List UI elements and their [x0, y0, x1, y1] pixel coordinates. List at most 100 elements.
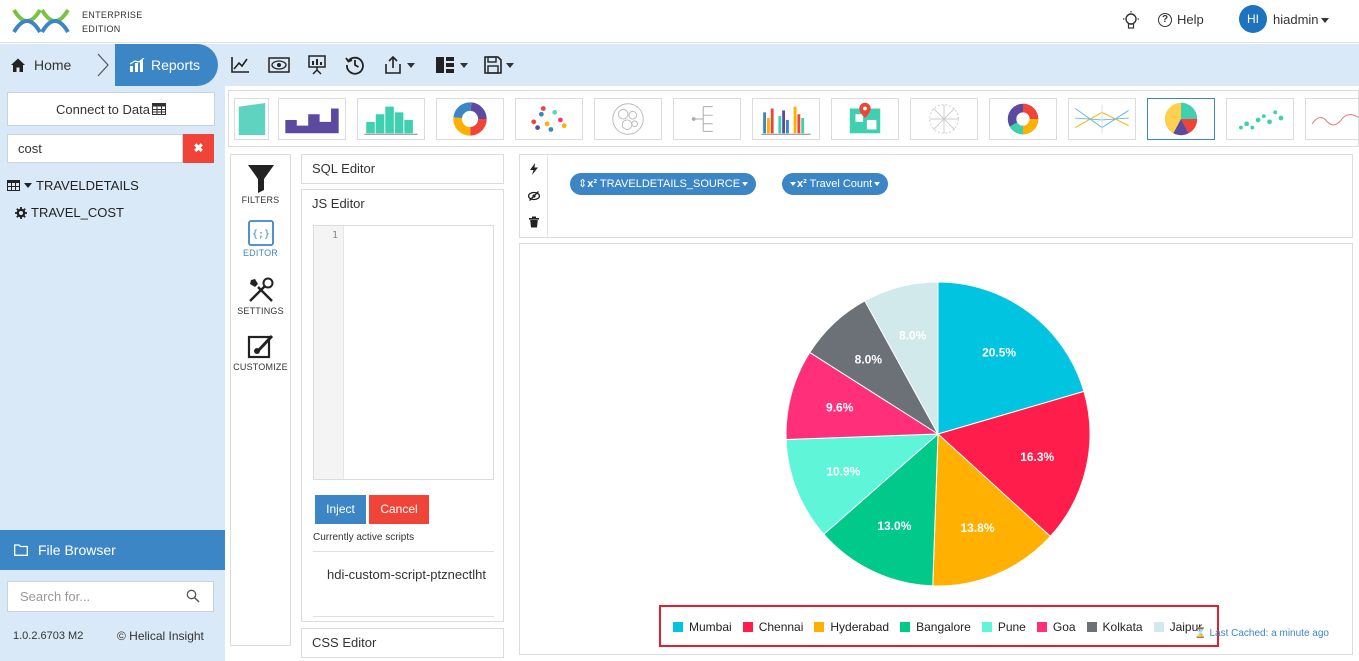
svg-text:{;}: {;} [251, 229, 269, 240]
helical-insight-logo[interactable] [12, 6, 72, 36]
funnel-icon [247, 165, 274, 193]
lightbulb-icon[interactable] [1122, 11, 1140, 31]
chart-type-pie[interactable] [1147, 98, 1215, 140]
user-menu[interactable]: hiadmin [1273, 12, 1329, 27]
pie-slice-goa[interactable] [785, 351, 940, 441]
chevron-down-icon [790, 182, 796, 187]
pie-slice-mumbai[interactable] [937, 281, 1085, 435]
chart-type-grouped-bar[interactable] [752, 98, 820, 140]
sort-icon: ⇕ [578, 178, 588, 190]
legend-item-bangalore[interactable]: Bangalore [900, 620, 971, 634]
css-editor-header[interactable]: CSS Editor [301, 628, 504, 658]
clear-search-button[interactable]: ✖ [183, 134, 214, 163]
search-icon[interactable] [186, 589, 200, 603]
layout-button[interactable] [435, 52, 468, 78]
chart-type-step[interactable] [278, 98, 346, 140]
tree-field-node[interactable]: TRAVEL_COST [15, 205, 124, 220]
chart-type-pack[interactable] [594, 98, 662, 140]
legend-item-chennai[interactable]: Chennai [742, 620, 803, 634]
eye-slash-icon[interactable] [528, 190, 540, 202]
lightning-icon[interactable] [528, 163, 540, 175]
metadata-search-input[interactable] [7, 134, 183, 163]
trash-icon[interactable] [528, 216, 540, 228]
breadcrumb-reports[interactable]: Reports [115, 44, 218, 86]
pie-slice-bangalore[interactable] [823, 432, 939, 587]
legend-item-hyderabad[interactable]: Hyderabad [814, 620, 889, 634]
legend-item-jaipur[interactable]: Jaipur [1153, 620, 1202, 634]
chart-type-donut[interactable] [436, 98, 504, 140]
export-button[interactable] [383, 52, 415, 78]
home-label: Home [34, 57, 72, 73]
preview-button[interactable] [268, 52, 290, 78]
chevron-down-icon [1320, 18, 1329, 24]
measure-pill[interactable]: x² Travel Count [782, 173, 889, 195]
file-search-input[interactable] [7, 581, 214, 612]
data-sidebar: Connect to Data ✖ TRAVELDETAILS TRAVEL_C… [0, 86, 225, 661]
chevron-down-icon [24, 183, 32, 188]
chart-type-parallel[interactable] [1068, 98, 1136, 140]
customize-edit-icon [247, 334, 273, 359]
dimension-pill[interactable]: ⇕x² TRAVELDETAILS_SOURCE [570, 173, 757, 195]
inject-button[interactable]: Inject [315, 495, 366, 524]
chart-type-radial[interactable] [910, 98, 978, 140]
hourglass-icon: ⌛ [1194, 628, 1207, 639]
save-button[interactable] [484, 52, 514, 78]
divider [313, 616, 494, 617]
export-icon [385, 55, 401, 74]
active-scripts-label: Currently active scripts [313, 532, 415, 543]
legend-item-kolkata[interactable]: Kolkata [1086, 620, 1143, 634]
question-circle-icon: ? [1158, 12, 1172, 27]
sql-editor-header[interactable]: SQL Editor [301, 154, 504, 184]
chart-type-map[interactable] [831, 98, 899, 140]
pie-slice-label: 13.8% [961, 521, 995, 535]
breadcrumb-home[interactable]: Home [0, 44, 96, 86]
donut-chart-icon [453, 102, 487, 136]
js-editor-label[interactable]: JS Editor [312, 196, 365, 211]
presentation-button[interactable] [307, 52, 327, 78]
filters-label: FILTERS [241, 195, 280, 205]
line-chart-button[interactable] [230, 52, 250, 78]
chart-type-line[interactable] [1305, 98, 1358, 140]
presentation-icon [308, 55, 326, 75]
legend-label: Kolkata [1102, 620, 1143, 634]
scatter-chart-icon [531, 106, 567, 132]
legend-swatch [1036, 622, 1047, 632]
map-icon [849, 102, 881, 134]
home-icon [11, 58, 25, 72]
history-button[interactable] [345, 52, 365, 78]
legend-item-mumbai[interactable]: Mumbai [673, 620, 732, 634]
js-editor-panel: JS Editor 1 Inject Cancel Currently acti… [301, 189, 504, 622]
file-browser-button[interactable]: File Browser [0, 530, 225, 570]
chart-type-tree[interactable] [673, 98, 741, 140]
legend-swatch [981, 622, 992, 632]
divider [313, 551, 494, 552]
filters-tool[interactable]: FILTERS [231, 157, 290, 213]
tree-table-node[interactable]: TRAVELDETAILS [7, 178, 139, 193]
pie-slice-chennai[interactable] [937, 390, 1091, 538]
pie-slice-label: 8.0% [899, 328, 927, 342]
chart-type-area[interactable] [234, 98, 269, 140]
customize-tool[interactable]: CUSTOMIZE [231, 326, 290, 382]
chevron-down-icon [742, 182, 749, 187]
cancel-button[interactable]: Cancel [369, 495, 429, 524]
reports-label: Reports [151, 57, 201, 73]
pie-slice-label: 16.3% [1020, 450, 1054, 464]
js-code-editor[interactable]: 1 [313, 225, 494, 480]
avatar[interactable]: HI [1239, 5, 1267, 33]
help-link[interactable]: ? Help [1158, 12, 1204, 27]
pie-slice-pune[interactable] [785, 433, 940, 535]
settings-tool[interactable]: SETTINGS [231, 270, 290, 326]
pie-slice-label: 20.5% [982, 346, 1016, 360]
connect-to-data-button[interactable]: Connect to Data [7, 92, 215, 126]
active-script-item[interactable]: hdi-custom-script-ptznectlht [327, 567, 486, 582]
edition-line-2: EDITION [82, 24, 121, 34]
pie-slice-hyderabad[interactable] [932, 432, 1052, 587]
chart-type-histogram[interactable] [357, 98, 425, 140]
legend-item-goa[interactable]: Goa [1036, 620, 1076, 634]
pie-slice-jaipur[interactable] [864, 281, 939, 435]
chart-type-scatter[interactable] [515, 98, 583, 140]
chart-type-bubble[interactable] [1226, 98, 1294, 140]
legend-item-pune[interactable]: Pune [981, 620, 1026, 634]
editor-tool[interactable]: {;} EDITOR [231, 214, 290, 270]
chart-type-sunburst[interactable] [989, 98, 1057, 140]
